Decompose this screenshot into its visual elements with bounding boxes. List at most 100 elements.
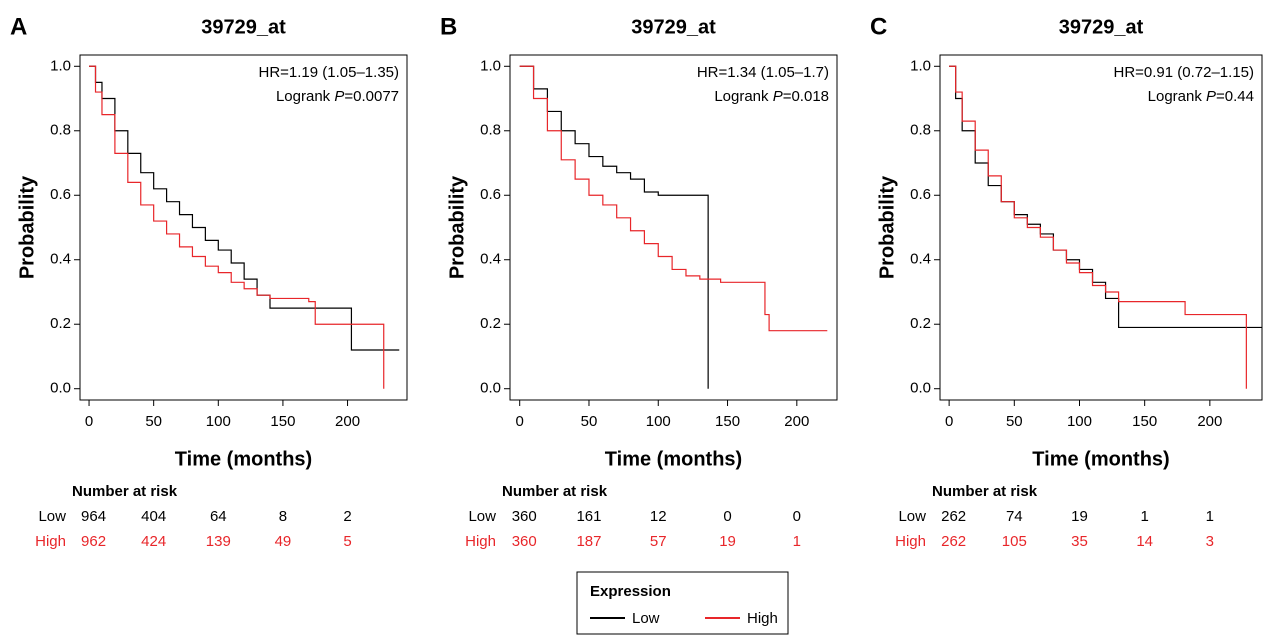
y-tick-label: 0.8 [910,122,931,139]
y-axis-label: Probability [446,175,468,279]
x-tick-label: 200 [784,413,809,430]
risk-value: 262 [941,508,966,525]
hr-annotation: HR=0.91 (0.72–1.15) [1113,64,1254,81]
risk-value: 1 [1141,508,1149,525]
risk-value: 962 [81,533,106,550]
x-tick-label: 150 [1132,413,1157,430]
y-axis-label: Probability [876,175,898,279]
x-tick-label: 200 [1197,413,1222,430]
risk-value: 35 [1071,533,1088,550]
plot-frame [509,54,838,401]
x-axis-label: Time (months) [1032,448,1169,470]
p-value: =0.0077 [344,88,399,105]
chart-title: 39729_at [1059,16,1144,38]
survival-curve [949,65,1247,389]
risk-value: 964 [81,508,106,525]
y-tick-label: 0.0 [50,380,71,397]
risk-value: 8 [279,508,287,525]
panel-label: A [10,13,27,40]
y-tick-label: 0.4 [50,251,71,268]
risk-value: 5 [343,533,351,550]
x-tick-label: 50 [1006,413,1023,430]
y-tick-label: 0.8 [480,122,501,139]
hr-annotation: HR=1.34 (1.05–1.7) [697,64,829,81]
y-tick-label: 0.2 [50,315,71,332]
x-axis-label: Time (months) [605,448,742,470]
risk-row-label: Low [898,508,926,525]
y-tick-label: 0.6 [480,186,501,203]
risk-value: 57 [650,533,667,550]
risk-value: 1 [793,533,801,550]
y-tick-label: 0.8 [50,122,71,139]
risk-value: 1 [1206,508,1214,525]
plot-frame [79,54,408,401]
risk-value: 0 [793,508,801,525]
p-value: =0.018 [783,88,829,105]
risk-value: 19 [719,533,736,550]
x-tick-label: 50 [145,413,162,430]
p-symbol: P [773,88,783,105]
risk-value: 19 [1071,508,1088,525]
y-tick-label: 0.0 [480,380,501,397]
risk-value: 139 [206,533,231,550]
logrank-text: Logrank [1148,88,1206,105]
legend-box [576,571,789,635]
risk-row-label: High [465,533,496,550]
y-tick-label: 1.0 [50,57,71,74]
risk-value: 360 [512,533,537,550]
panel-label: C [870,13,887,40]
x-tick-label: 0 [85,413,93,430]
survival-curve [949,65,1262,329]
risk-value: 187 [576,533,601,550]
y-tick-label: 0.2 [910,315,931,332]
y-tick-label: 1.0 [480,57,501,74]
x-tick-label: 100 [1067,413,1092,430]
p-symbol: P [334,88,344,105]
legend-label: High [747,610,778,627]
x-tick-label: 0 [516,413,524,430]
risk-value: 105 [1002,533,1027,550]
p-symbol: P [1206,88,1216,105]
chart-title: 39729_at [631,16,716,38]
risk-row-label: Low [468,508,496,525]
survival-curve [89,65,385,389]
risk-value: 262 [941,533,966,550]
y-tick-label: 0.6 [50,186,71,203]
y-tick-label: 0.0 [910,380,931,397]
x-tick-label: 50 [581,413,598,430]
survival-curve [89,65,400,351]
risk-table-title: Number at risk [932,483,1038,500]
risk-value: 64 [210,508,227,525]
y-axis-label: Probability [16,175,38,279]
risk-value: 49 [275,533,292,550]
x-axis-label: Time (months) [175,448,312,470]
logrank-text: Logrank [276,88,334,105]
logrank-annotation: Logrank P=0.018 [714,88,829,105]
survival-curve [519,65,828,332]
risk-value: 2 [343,508,351,525]
risk-value: 0 [723,508,731,525]
risk-table-title: Number at risk [72,483,178,500]
x-tick-label: 100 [646,413,671,430]
y-tick-label: 0.4 [480,251,501,268]
risk-value: 74 [1006,508,1023,525]
legend-label: Low [632,610,660,627]
risk-value: 161 [576,508,601,525]
logrank-text: Logrank [714,88,772,105]
panel-label: B [440,13,457,40]
logrank-annotation: Logrank P=0.44 [1148,88,1254,105]
x-tick-label: 0 [945,413,953,430]
risk-row-label: High [35,533,66,550]
risk-row-label: Low [38,508,66,525]
hr-annotation: HR=1.19 (1.05–1.35) [258,64,399,81]
p-value: =0.44 [1216,88,1254,105]
y-tick-label: 0.6 [910,186,931,203]
x-tick-label: 100 [206,413,231,430]
plot-frame [939,54,1263,401]
chart-title: 39729_at [201,16,286,38]
y-tick-label: 0.2 [480,315,501,332]
logrank-annotation: Logrank P=0.0077 [276,88,399,105]
risk-value: 3 [1206,533,1214,550]
risk-value: 14 [1136,533,1153,550]
